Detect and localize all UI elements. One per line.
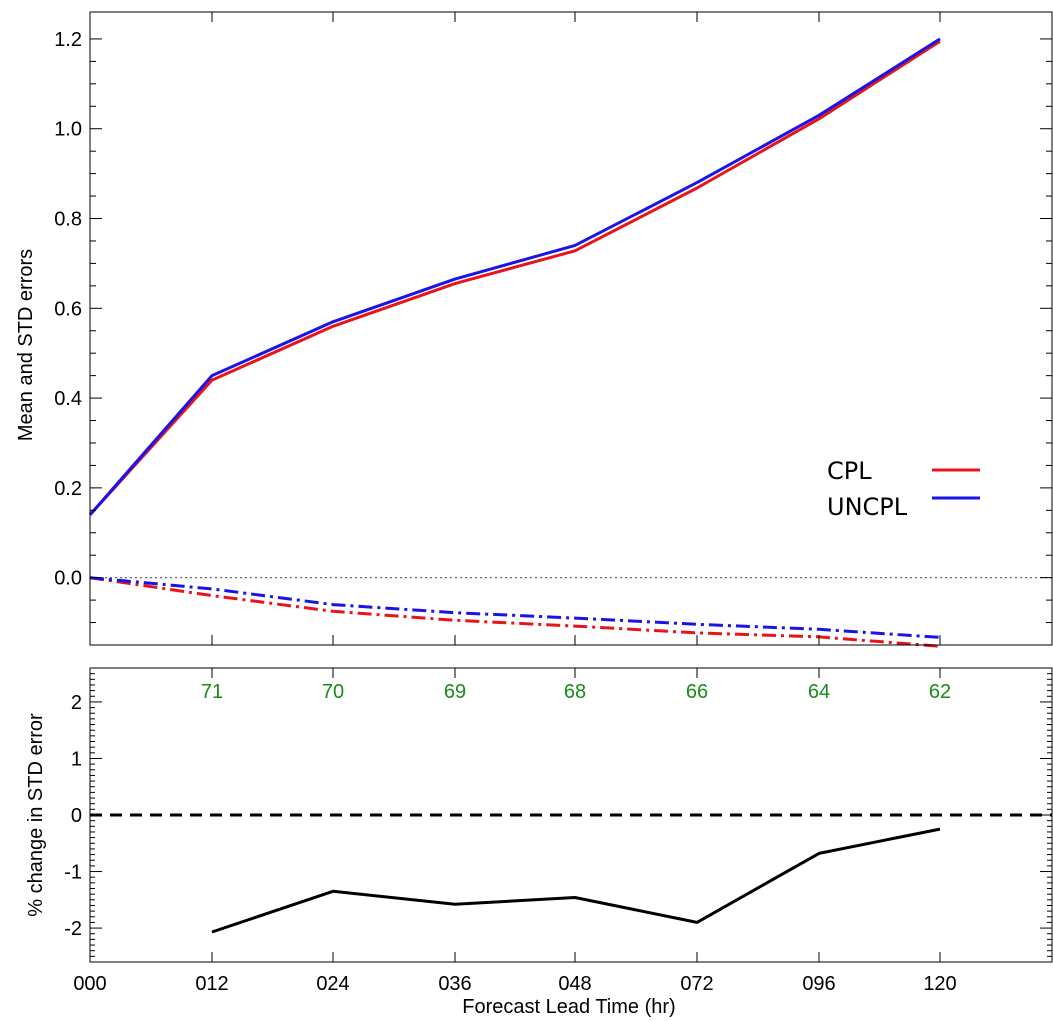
bottom-ytick-label: 2 xyxy=(71,692,82,714)
top-ytick-label: 0.0 xyxy=(54,568,82,590)
case-count-label: 62 xyxy=(929,681,951,703)
x-tick-label: 048 xyxy=(558,973,591,995)
series-line-uncpl-dash-dot xyxy=(89,576,941,639)
x-axis-ticks: 000 012 024 036 048 072 096 120 xyxy=(73,668,957,995)
top-ytick-label: 0.2 xyxy=(54,478,82,500)
case-count-labels: 71 70 69 68 66 64 62 xyxy=(201,681,951,703)
legend-entry-uncpl: UNCPL xyxy=(827,493,908,521)
x-tick-label: 000 xyxy=(73,973,106,995)
x-tick-label: 024 xyxy=(316,973,349,995)
case-count-label: 66 xyxy=(686,681,708,703)
bottom-y-ticks: -2 -1 0 1 2 xyxy=(64,692,1052,940)
top-y-axis-label: Mean and STD errors xyxy=(15,249,37,441)
legend-entry-cpl: CPL xyxy=(827,457,872,485)
top-y-ticks: 0.0 0.2 0.4 0.6 0.8 1.0 1.2 xyxy=(54,12,1052,645)
bottom-ytick-label: -1 xyxy=(64,862,82,884)
bottom-ytick-label: -2 xyxy=(64,918,82,940)
top-series-lines xyxy=(88,37,941,648)
bottom-ytick-label: 0 xyxy=(71,805,82,827)
top-ytick-label: 1.0 xyxy=(54,119,82,141)
case-count-label: 70 xyxy=(322,681,344,703)
top-ytick-label: 0.8 xyxy=(54,209,82,231)
top-ytick-label: 0.4 xyxy=(54,388,82,410)
x-axis-label: Forecast Lead Time (hr) xyxy=(462,996,675,1018)
series-line-uncpl-solid xyxy=(88,37,941,516)
case-count-label: 64 xyxy=(808,681,830,703)
case-count-label: 71 xyxy=(201,681,223,703)
case-count-label: 69 xyxy=(444,681,466,703)
series-line-cpl-solid xyxy=(88,39,941,516)
top-ytick-label: 0.6 xyxy=(54,298,82,320)
x-tick-label: 036 xyxy=(438,973,471,995)
x-tick-label: 012 xyxy=(195,973,228,995)
x-tick-label: 072 xyxy=(680,973,713,995)
x-tick-label: 096 xyxy=(802,973,835,995)
top-ytick-label: 1.2 xyxy=(54,29,82,51)
top-plot-frame xyxy=(89,11,1053,646)
case-count-label: 68 xyxy=(564,681,586,703)
top-minor-ticks xyxy=(90,60,1052,624)
legend: CPL UNCPL xyxy=(827,457,980,521)
bottom-series-line xyxy=(211,827,941,934)
x-tick-label: 120 xyxy=(923,973,956,995)
top-panel: 0.0 0.2 0.4 0.6 0.8 1.0 1.2 Mean and STD error… xyxy=(15,11,1053,648)
bottom-ytick-label: 1 xyxy=(71,748,82,770)
bottom-minor-ticks xyxy=(90,673,1052,957)
bottom-y-axis-label: % change in STD error xyxy=(25,713,47,917)
series-line-cpl-dash-dot xyxy=(89,576,941,648)
